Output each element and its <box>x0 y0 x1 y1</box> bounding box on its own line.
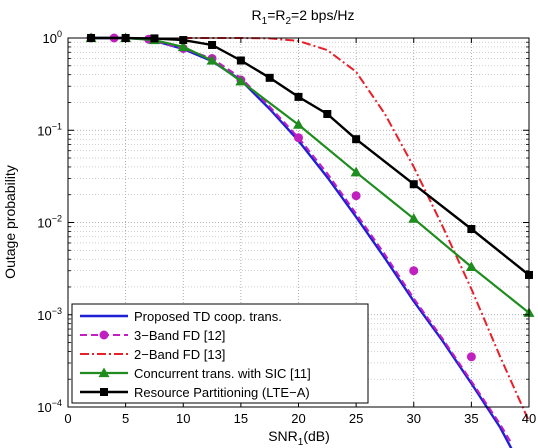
data-point-triangle <box>408 213 420 223</box>
data-point-circle <box>294 133 303 143</box>
data-point-square <box>467 225 476 234</box>
data-point-circle <box>466 352 476 362</box>
chart-title-sub1: 1 <box>262 16 268 27</box>
legend-label: 2−Band FD [13] <box>134 347 225 362</box>
x-axis-label-sub: 1 <box>298 437 304 448</box>
series-line <box>91 36 513 448</box>
data-point-triangle <box>206 55 218 65</box>
legend-label: 3−Band FD [12] <box>134 328 225 343</box>
data-point-square <box>208 40 217 49</box>
data-point-square <box>409 180 418 189</box>
chart-title-eq: =R <box>267 7 285 23</box>
legend-item: Concurrent trans. with SIC [11] <box>80 366 311 381</box>
data-point-triangle <box>177 41 189 52</box>
x-axis-label-main: SNR <box>268 428 298 444</box>
data-point-triangle <box>293 119 304 129</box>
x-tick-label: 25 <box>349 411 363 426</box>
x-axis-label: SNR1(dB) <box>268 428 330 448</box>
x-tick-label: 20 <box>291 411 305 426</box>
x-tick-label: 10 <box>176 411 190 426</box>
y-tick-label: 100 <box>43 29 62 46</box>
y-tick-labels: 100 10−1 10−2 10−3 10−4 <box>37 29 62 415</box>
data-point-circle <box>351 191 361 201</box>
y-tick-label: 10−4 <box>37 398 62 415</box>
x-tick-label: 30 <box>407 411 421 426</box>
x-tick-label: 35 <box>464 411 478 426</box>
x-tick-label: 0 <box>64 411 71 426</box>
chart-title-r: R <box>252 7 262 23</box>
y-axis-label: Outage probability <box>2 165 18 279</box>
y-tick-label: 10−2 <box>37 214 62 231</box>
data-point-square <box>265 73 274 82</box>
chart-title-sub2: 2 <box>285 16 291 27</box>
data-point-circle <box>99 330 109 340</box>
chart-title-rest: =2 bps/Hz <box>291 7 354 23</box>
data-point-square <box>236 56 245 65</box>
data-point-triangle <box>98 367 110 378</box>
y-tick-label: 10−1 <box>37 121 62 138</box>
grid <box>68 38 529 407</box>
legend-item: Resource Partitioning (LTE−A) <box>80 385 310 400</box>
data-point-square <box>294 92 303 101</box>
y-tick-label: 10−3 <box>37 306 62 323</box>
x-axis-label-rest: (dB) <box>303 428 329 444</box>
data-point-square <box>352 135 361 144</box>
legend: Proposed TD coop. trans. 3−Band FD [12] 2−… <box>71 303 369 404</box>
series-line <box>91 37 513 445</box>
legend-item: 2−Band FD [13] <box>80 347 225 362</box>
data-point-triangle <box>350 166 362 177</box>
legend-label: Concurrent trans. with SIC [11] <box>134 366 311 381</box>
x-tick-label: 15 <box>234 411 248 426</box>
data-point-triangle <box>235 75 247 86</box>
data-point-square <box>100 388 108 396</box>
series-1 <box>91 36 513 448</box>
data-point-square <box>323 110 332 119</box>
x-tick-label: 5 <box>122 411 129 426</box>
x-tick-label: 40 <box>522 411 536 426</box>
data-point-triangle <box>465 261 477 272</box>
axis-ticks <box>67 37 530 408</box>
x-tick-labels: 0 5 10 15 20 25 30 35 40 <box>64 411 536 426</box>
legend-item: Proposed TD coop. trans. <box>80 309 282 324</box>
legend-item: 3−Band FD [12] <box>80 328 225 343</box>
chart-title: R1=R2=2 bps/Hz <box>252 7 355 27</box>
legend-label: Proposed TD coop. trans. <box>134 309 282 324</box>
legend-label: Resource Partitioning (LTE−A) <box>134 385 310 400</box>
data-point-circle <box>409 266 419 276</box>
